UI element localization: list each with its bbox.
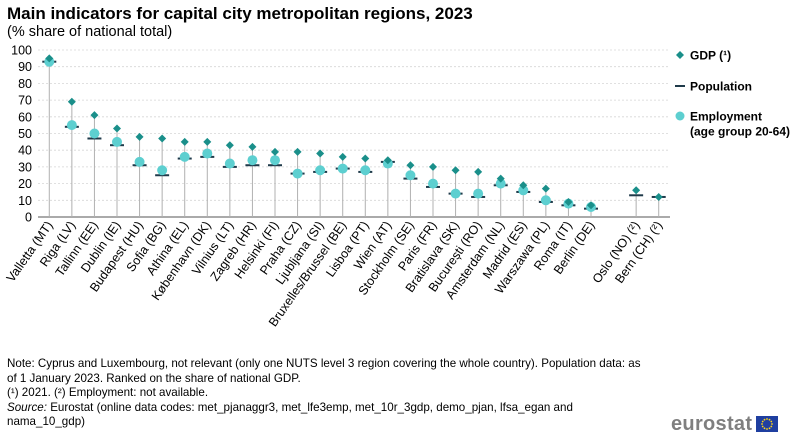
source-line: Source: Eurostat (online data codes: met… [7,401,647,430]
employment-point [247,155,258,166]
eurostat-logo: eurostat [671,412,779,435]
gdp-point [316,149,325,158]
employment-point [450,188,461,199]
eu-flag-icon [756,416,779,432]
gdp-point [158,134,167,143]
chart-title: Main indicators for capital city metropo… [7,4,473,23]
legend-employment-label: Employment (age group 20-64) [690,110,790,139]
y-tick-label: 50 [18,127,32,141]
y-tick-label: 70 [18,94,32,108]
gdp-point [632,186,641,195]
note-line: Note: Cyprus and Luxembourg, not relevan… [7,357,641,385]
footnotes: Note: Cyprus and Luxembourg, not relevan… [7,357,647,430]
employment-point [428,178,438,189]
y-tick-label: 40 [18,144,32,158]
employment-point [270,155,280,166]
employment-point [134,156,145,167]
gdp-point [654,192,663,201]
legend-employment-symbol [675,111,685,121]
gdp-point [248,142,257,151]
employment-point [224,158,235,169]
legend-employment-label-line: (age group 20-64) [690,125,790,139]
gdp-point [113,124,121,133]
gdp-point [135,132,144,141]
y-tick-label: 90 [18,60,32,74]
y-tick-label: 20 [18,177,32,191]
source-text: Eurostat (online data codes: met_pjanagg… [7,400,573,429]
eurostat-logo-text: eurostat [671,412,753,435]
y-tick-label: 80 [18,77,32,91]
legend-population-label: Population [690,80,752,94]
legend-gdp-symbol [676,51,684,59]
gdp-point [90,111,99,120]
gdp-point [225,141,234,150]
gdp-point [429,162,437,171]
employment-point [179,151,190,162]
source-label: Source: [7,400,47,414]
employment-point [540,195,551,206]
legend: GDP (¹) Population Employment (age group 20… [675,49,790,139]
gdp-point [406,161,415,170]
employment-point [337,163,348,174]
gdp-point [361,154,370,163]
gdp-point [271,147,279,156]
y-tick-label: 100 [11,44,32,58]
gdp-point [67,97,76,106]
gdp-point [496,174,505,183]
gdp-point [180,137,189,146]
employment-point [473,188,484,199]
employment-point [495,178,506,189]
y-tick-label: 10 [18,194,32,208]
y-tick-label: 0 [25,211,32,225]
gdp-point [564,197,573,206]
employment-point [157,165,168,176]
employment-point [202,148,213,159]
gdp-point [474,167,483,176]
footnote-line: (¹) 2021. (²) Employment: not available. [7,386,209,399]
gdp-point [541,184,550,193]
employment-point [66,120,77,131]
gdp-point [45,54,54,63]
gdp-point [338,152,347,161]
gdp-point [203,137,212,146]
employment-point [292,168,303,179]
gdp-point [293,147,302,156]
employment-point [315,165,326,176]
legend-gdp-label: GDP (¹) [690,49,731,63]
y-tick-label: 60 [18,110,32,124]
employment-point [89,128,100,139]
employment-point [405,170,416,181]
chart-subtitle: (% share of national total) [7,24,173,40]
employment-point [112,136,122,147]
gdp-point [587,201,595,210]
gdp-point [383,156,392,165]
gdp-point [451,166,460,175]
y-tick-label: 30 [18,160,32,174]
employment-point [518,185,529,196]
legend-employment-label-line: Employment [690,110,762,124]
gdp-point [519,181,528,190]
employment-point [360,165,371,176]
